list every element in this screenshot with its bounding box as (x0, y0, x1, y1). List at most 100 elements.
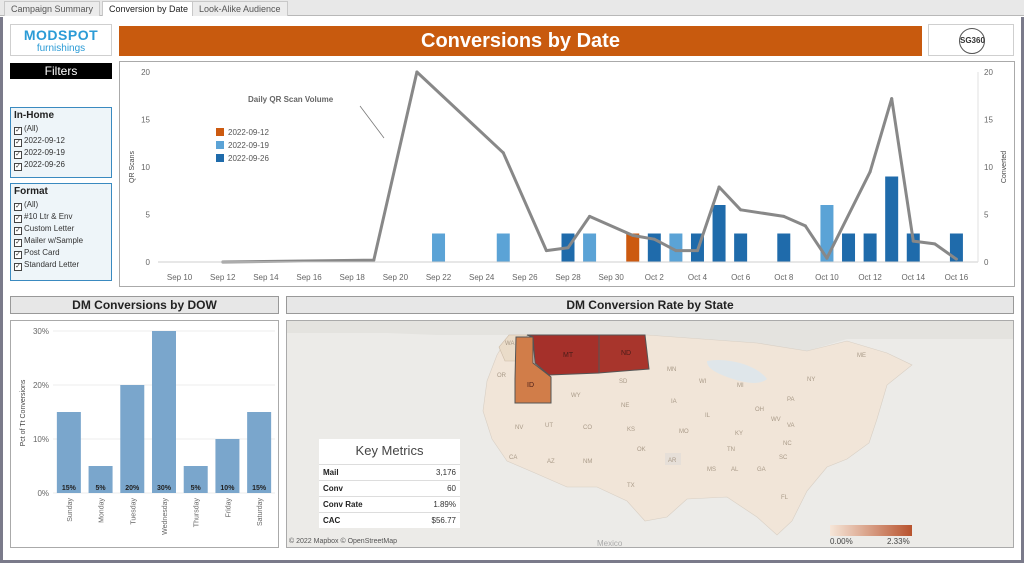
state-label-ut: UT (545, 423, 553, 429)
qr-scan-point[interactable] (588, 214, 592, 218)
dow-bar[interactable] (56, 412, 81, 493)
metric-label: CAC (323, 516, 341, 525)
in-home-option-0926[interactable]: ✓ 2022-09-26 (14, 160, 65, 171)
in-home-option-all[interactable]: ✓ (All) (14, 124, 39, 135)
tab-conversion-by-date[interactable]: Conversion by Date (102, 1, 196, 16)
state-label-mi: MI (737, 383, 744, 389)
qr-scan-point[interactable] (954, 257, 958, 261)
dow-bar[interactable] (152, 331, 176, 493)
qr-scan-point[interactable] (933, 242, 937, 246)
y-axis-label-right: Converted (1001, 151, 1008, 183)
qr-scan-point[interactable] (674, 249, 678, 253)
format-option-10-ltr-env[interactable]: ✓ #10 Ltr & Env (14, 212, 73, 223)
state-label-sd: SD (619, 379, 628, 385)
metric-value: 60 (447, 484, 456, 493)
qr-scan-point[interactable] (868, 170, 872, 174)
dow-y-tick-label: 30% (33, 327, 49, 336)
qr-scan-point[interactable] (544, 249, 548, 253)
dow-bar[interactable] (120, 385, 145, 493)
x-tick-label: Sep 14 (253, 273, 279, 282)
us-state-map[interactable]: MT ND ID WA OR SD WY NE NV UT CO KS CA A… (287, 321, 1013, 547)
dow-bar[interactable] (247, 412, 272, 493)
conversion-bar[interactable] (432, 233, 446, 263)
format-option-mailer-sample[interactable]: ✓ Mailer w/Sample (14, 236, 84, 247)
state-label-or: OR (497, 373, 507, 379)
qr-scan-point[interactable] (652, 237, 656, 241)
conversion-bar[interactable] (777, 233, 791, 263)
format-option-post-card[interactable]: ✓ Post Card (14, 248, 60, 259)
x-tick-label: Sep 20 (383, 273, 409, 282)
dow-y-axis-label: Pct of Tt Conversions (20, 379, 27, 446)
checkbox-checked-icon[interactable]: ✓ (14, 227, 22, 235)
great-lakes (707, 359, 767, 383)
checkbox-checked-icon[interactable]: ✓ (14, 239, 22, 247)
qr-scan-point[interactable] (566, 246, 570, 250)
state-nd[interactable] (598, 334, 650, 374)
tab-campaign-summary[interactable]: Campaign Summary (4, 1, 101, 16)
checkbox-checked-icon[interactable]: ✓ (14, 139, 22, 147)
conversion-bar[interactable] (583, 233, 597, 263)
checkbox-checked-icon[interactable]: ✓ (14, 127, 22, 135)
qr-scan-point[interactable] (803, 224, 807, 228)
y-tick-label-right: 10 (984, 163, 993, 172)
conversion-bar[interactable] (949, 233, 963, 263)
conversion-bar[interactable] (863, 233, 877, 263)
x-tick-label: Oct 14 (901, 273, 925, 282)
conversion-bar[interactable] (496, 233, 510, 263)
legend-entry[interactable]: 2022-09-12 (228, 128, 269, 137)
legend-entry[interactable]: 2022-09-26 (228, 154, 269, 163)
state-label-nd: ND (621, 350, 631, 357)
dow-bar[interactable] (88, 466, 113, 493)
qr-scan-point[interactable] (415, 70, 419, 74)
checkbox-checked-icon[interactable]: ✓ (14, 251, 22, 259)
qr-scan-point[interactable] (372, 258, 376, 262)
qr-scan-point[interactable] (717, 185, 721, 189)
annotation-pointer (359, 105, 385, 139)
state-label-va: VA (787, 423, 795, 429)
tab-look-alike-audience[interactable]: Look-Alike Audience (192, 1, 288, 16)
state-label-wa: WA (505, 341, 514, 347)
qr-scan-point[interactable] (695, 249, 699, 253)
qr-scan-point[interactable] (825, 256, 829, 260)
x-tick-label: Oct 4 (688, 273, 708, 282)
legend-swatch[interactable] (216, 141, 224, 149)
dow-bar[interactable] (183, 466, 208, 493)
qr-scan-point[interactable] (739, 208, 743, 212)
qr-scan-point[interactable] (782, 214, 786, 218)
checkbox-checked-icon[interactable]: ✓ (14, 163, 22, 171)
dow-bar[interactable] (215, 439, 240, 493)
conversion-bar[interactable] (820, 205, 834, 262)
checkbox-checked-icon[interactable]: ✓ (14, 263, 22, 271)
conversion-bar[interactable] (842, 233, 856, 263)
qr-scan-point[interactable] (890, 97, 894, 101)
conversion-bar[interactable] (626, 233, 640, 263)
qr-scan-point[interactable] (501, 151, 505, 155)
legend-entry[interactable]: 2022-09-19 (228, 141, 269, 150)
state-map-panel[interactable]: MT ND ID WA OR SD WY NE NV UT CO KS CA A… (286, 320, 1014, 548)
conversion-bar[interactable] (669, 233, 683, 263)
checkbox-checked-icon[interactable]: ✓ (14, 215, 22, 223)
qr-scan-point[interactable] (631, 233, 635, 237)
in-home-option-0912[interactable]: ✓ 2022-09-12 (14, 136, 65, 147)
checkbox-checked-icon[interactable]: ✓ (14, 203, 22, 211)
checkbox-checked-icon[interactable]: ✓ (14, 151, 22, 159)
conversion-bar[interactable] (734, 233, 748, 263)
format-filter: Format ✓ (All) ✓ #10 Ltr & Env ✓ Custom Let… (10, 183, 112, 281)
format-option-custom-letter[interactable]: ✓ Custom Letter (14, 224, 75, 235)
conversion-bar[interactable] (885, 176, 899, 263)
state-ar[interactable] (665, 453, 681, 465)
metric-value: 3,176 (435, 468, 456, 477)
state-label-ok: OK (637, 447, 646, 453)
format-option-all[interactable]: ✓ (All) (14, 200, 39, 211)
legend-swatch[interactable] (216, 154, 224, 162)
qr-scan-point[interactable] (911, 239, 915, 243)
metric-label: Conv Rate (323, 500, 363, 509)
format-filter-title: Format (14, 186, 48, 197)
state-label-co: CO (583, 425, 592, 431)
map-attribution[interactable]: © 2022 Mapbox © OpenStreetMap (289, 538, 397, 545)
legend-swatch[interactable] (216, 128, 224, 136)
state-label-nm: NM (583, 459, 592, 465)
in-home-option-0919[interactable]: ✓ 2022-09-19 (14, 148, 65, 159)
format-option-standard-letter[interactable]: ✓ Standard Letter (14, 260, 80, 271)
conversion-bar[interactable] (712, 205, 726, 262)
